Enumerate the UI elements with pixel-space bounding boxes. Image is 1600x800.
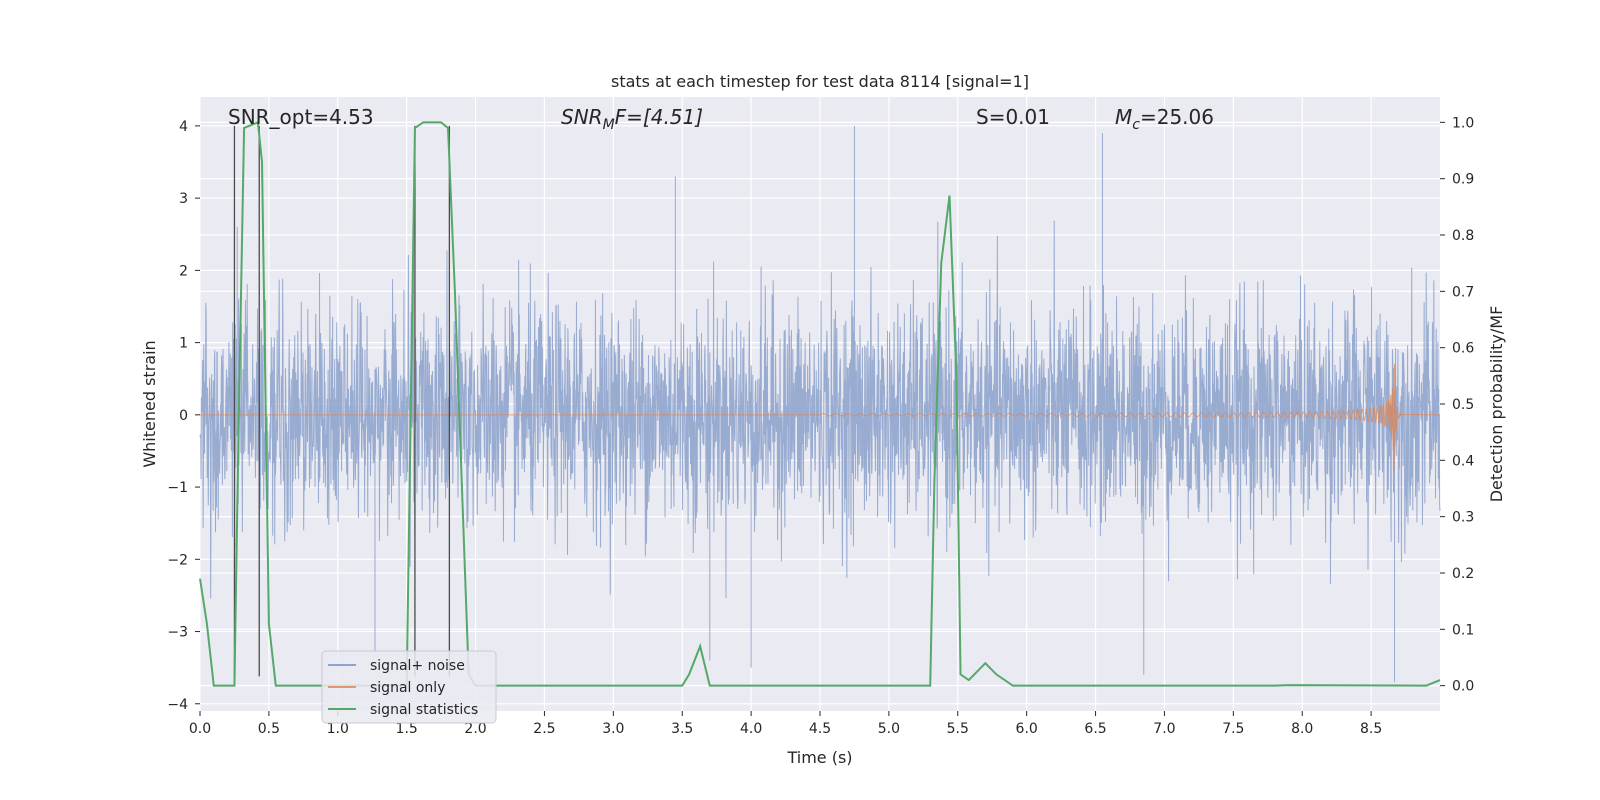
y-tick-label-right: 0.5 [1452, 397, 1474, 413]
series-signal-plus-noise [199, 125, 1441, 683]
y-axis-label-left: Whitened strain [140, 340, 159, 467]
series-signal-statistics [199, 120, 1441, 687]
annotation-snr-opt: SNR_opt=4.53 [228, 105, 374, 129]
x-tick-label: 5.0 [878, 721, 900, 737]
annotation-s-stat: S=0.01 [976, 105, 1050, 129]
y-tick-label-right: 0.6 [1452, 341, 1474, 357]
y-tick-label-left: −2 [167, 552, 188, 568]
y-tick-label-left: −4 [167, 697, 188, 713]
y-axis-label-right: Detection probability/MF [1487, 306, 1506, 503]
x-tick-label: 4.0 [740, 721, 762, 737]
y-tick-label-right: 0.1 [1452, 622, 1474, 638]
y-tick-label-right: 0.2 [1452, 566, 1474, 582]
y-tick-label-right: 0.3 [1452, 510, 1474, 526]
annotation-mc-main: M [1115, 105, 1132, 129]
x-tick-label: 1.0 [327, 721, 349, 737]
annotation-snr-mf-rest: F=[4.51] [615, 105, 703, 129]
y-tick-label-right: 0.4 [1452, 453, 1474, 469]
x-tick-label: 8.5 [1360, 721, 1382, 737]
x-tick-label: 5.5 [947, 721, 969, 737]
legend-item: signal+ noise [328, 658, 465, 674]
y-tick-label-left: 1 [179, 336, 188, 352]
series-signal-only [200, 363, 1441, 471]
y-tick-label-left: 2 [179, 263, 188, 279]
annotation-snr-mf: SNRMF=[4.51] [561, 105, 703, 133]
x-axis-label: Time (s) [786, 748, 852, 767]
y-tick-label-right: 0.9 [1452, 172, 1474, 188]
axis-ticks: 0.0 0.5 1.0 1.5 2.0 2.5 3.0 3.5 4.0 4.5 5.0 5.5 6.0 6… [167, 115, 1474, 737]
legend: signal+ noise signal only signal statistic… [321, 650, 497, 724]
y-tick-label-left: 3 [179, 191, 188, 207]
stats-line [199, 120, 1441, 687]
x-tick-label: 2.0 [464, 721, 486, 737]
x-tick-label: 3.0 [602, 721, 624, 737]
legend-item: signal statistics [328, 702, 478, 718]
annotation-mc: Mc=25.06 [1115, 105, 1214, 133]
x-tick-label: 2.5 [533, 721, 555, 737]
x-tick-label: 1.5 [396, 721, 418, 737]
annotation-mc-sub: c [1132, 117, 1140, 133]
x-tick-label: 8.0 [1291, 721, 1313, 737]
x-tick-label: 0.0 [189, 721, 211, 737]
x-tick-label: 4.5 [809, 721, 831, 737]
annotation-snr-mf-sub: M [603, 117, 615, 133]
legend-label: signal+ noise [370, 658, 465, 674]
chart-title: stats at each timestep for test data 811… [611, 72, 1029, 91]
x-tick-label: 7.5 [1222, 721, 1244, 737]
y-tick-label-left: −3 [167, 625, 188, 641]
y-tick-label-right: 0.8 [1452, 228, 1474, 244]
legend-item: signal only [328, 680, 445, 696]
y-tick-label-right: 0.0 [1452, 679, 1474, 695]
noise-line [199, 125, 1441, 683]
x-tick-label: 0.5 [258, 721, 280, 737]
annotation-snr-mf-main: SNR [561, 105, 603, 129]
x-tick-label: 6.0 [1016, 721, 1038, 737]
legend-box [321, 650, 497, 724]
legend-label: signal only [370, 680, 445, 696]
y-tick-label-right: 0.7 [1452, 284, 1474, 300]
vertical-markers [233, 125, 451, 677]
x-tick-label: 7.0 [1153, 721, 1175, 737]
x-tick-label: 6.5 [1084, 721, 1106, 737]
signal-line [200, 363, 1441, 471]
legend-label: signal statistics [370, 702, 478, 718]
annotation-mc-rest: =25.06 [1140, 105, 1214, 129]
x-tick-label: 3.5 [671, 721, 693, 737]
y-tick-label-left: 0 [179, 408, 188, 424]
y-tick-label-right: 1.0 [1452, 115, 1474, 131]
y-tick-label-left: −1 [167, 480, 188, 496]
y-tick-label-left: 4 [179, 119, 188, 135]
